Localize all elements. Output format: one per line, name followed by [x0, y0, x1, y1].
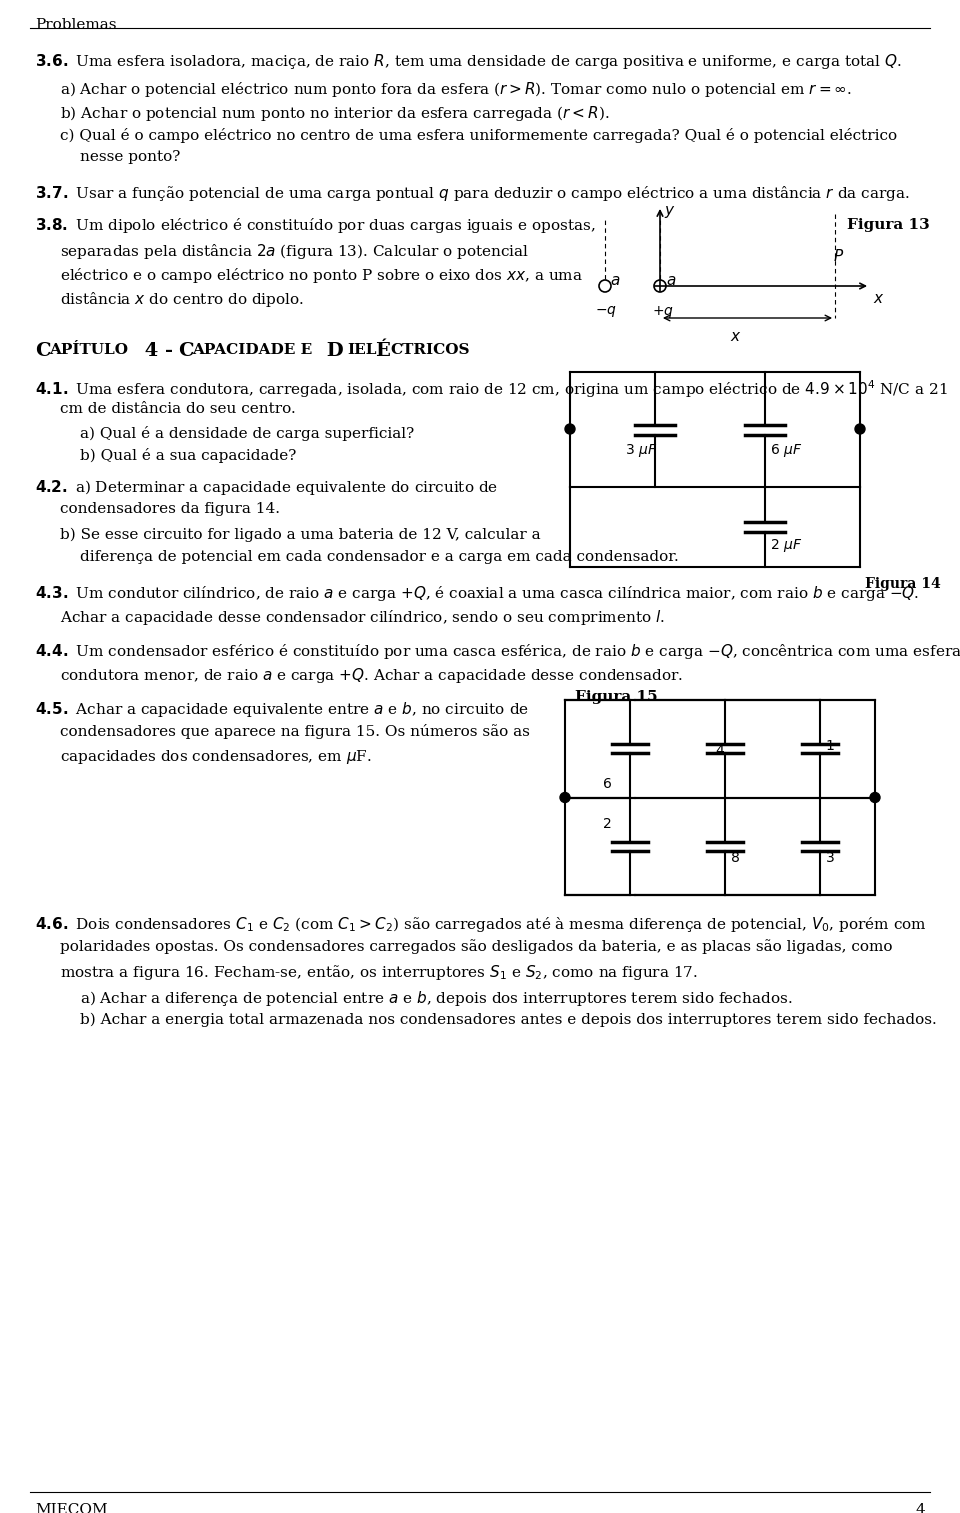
Text: b) Qual é a sua capacidade?: b) Qual é a sua capacidade? — [80, 448, 297, 463]
Text: $6$: $6$ — [602, 778, 612, 791]
Text: $x$: $x$ — [730, 330, 741, 343]
Text: $6\ \mu F$: $6\ \mu F$ — [770, 442, 803, 458]
Text: $\mathbf{4.2.}$ a) Determinar a capacidade equivalente do circuito de: $\mathbf{4.2.}$ a) Determinar a capacida… — [35, 478, 498, 496]
Circle shape — [870, 793, 880, 802]
Text: distância $x$ do centro do dipolo.: distância $x$ do centro do dipolo. — [60, 290, 304, 309]
Circle shape — [855, 424, 865, 434]
Text: b) Se esse circuito for ligado a uma bateria de 12 V, calcular a: b) Se esse circuito for ligado a uma bat… — [60, 528, 540, 542]
Text: Figura 14: Figura 14 — [865, 576, 941, 592]
Text: C: C — [178, 342, 194, 360]
Text: $3$: $3$ — [825, 852, 834, 865]
Text: APACIDADE E: APACIDADE E — [192, 343, 312, 357]
Text: mostra a figura 16. Fecham-se, então, os interruptores $S_1$ e $S_2$, como na fi: mostra a figura 16. Fecham-se, então, os… — [60, 962, 698, 982]
Circle shape — [560, 793, 570, 802]
Text: $y$: $y$ — [664, 204, 676, 219]
Text: $a$: $a$ — [610, 274, 620, 287]
Text: condensadores da figura 14.: condensadores da figura 14. — [60, 502, 280, 516]
Text: 4: 4 — [915, 1502, 925, 1513]
Text: $4$: $4$ — [715, 744, 725, 758]
Text: $\mathbf{4.5.}$ Achar a capacidade equivalente entre $a$ e $b$, no circuito de: $\mathbf{4.5.}$ Achar a capacidade equiv… — [35, 701, 529, 719]
Text: D: D — [320, 342, 344, 360]
Text: É: É — [375, 342, 390, 360]
Text: $x$: $x$ — [873, 292, 884, 306]
Text: $\mathbf{3.8.}$ Um dipolo eléctrico é constituído por duas cargas iguais e opost: $\mathbf{3.8.}$ Um dipolo eléctrico é co… — [35, 216, 595, 235]
Text: condutora menor, de raio $a$ e carga $+Q$. Achar a capacidade desse condensador.: condutora menor, de raio $a$ e carga $+Q… — [60, 666, 684, 685]
Text: eléctrico e o campo eléctrico no ponto P sobre o eixo dos $xx$, a uma: eléctrico e o campo eléctrico no ponto P… — [60, 266, 583, 284]
Text: b) Achar o potencial num ponto no interior da esfera carregada ($r < R$).: b) Achar o potencial num ponto no interi… — [60, 104, 610, 123]
Text: MIECOM: MIECOM — [35, 1502, 108, 1513]
Text: Achar a capacidade desse condensador cilíndrico, sendo o seu comprimento $l$.: Achar a capacidade desse condensador cil… — [60, 608, 665, 626]
Text: CTRICOS: CTRICOS — [390, 343, 469, 357]
Text: $\mathbf{4.3.}$ Um condutor cilíndrico, de raio $a$ e carga $+Q$, é coaxial a um: $\mathbf{4.3.}$ Um condutor cilíndrico, … — [35, 584, 920, 604]
Text: $-q$: $-q$ — [595, 304, 617, 319]
Text: a) Achar o potencial eléctrico num ponto fora da esfera ($r > R$). Tomar como nu: a) Achar o potencial eléctrico num ponto… — [60, 80, 852, 98]
Text: $\mathbf{3.7.}$ Usar a função potencial de uma carga pontual $q$ para deduzir o : $\mathbf{3.7.}$ Usar a função potencial … — [35, 185, 910, 203]
Text: $P$: $P$ — [833, 248, 844, 263]
Text: $8$: $8$ — [730, 852, 740, 865]
Text: $1$: $1$ — [825, 738, 834, 753]
Text: IEL: IEL — [347, 343, 376, 357]
Text: a) Qual é a densidade de carga superficial?: a) Qual é a densidade de carga superfici… — [80, 427, 415, 440]
Text: $2\ \mu F$: $2\ \mu F$ — [770, 537, 803, 554]
Circle shape — [565, 424, 575, 434]
Text: Figura 15: Figura 15 — [575, 690, 658, 704]
Text: C: C — [35, 342, 51, 360]
Text: $\mathbf{3.6.}$ Uma esfera isoladora, maciça, de raio $R$, tem uma densidade de : $\mathbf{3.6.}$ Uma esfera isoladora, ma… — [35, 51, 901, 71]
Text: c) Qual é o campo eléctrico no centro de uma esfera uniformemente carregada? Qua: c) Qual é o campo eléctrico no centro de… — [60, 129, 898, 144]
Text: cm de distância do seu centro.: cm de distância do seu centro. — [60, 402, 296, 416]
Text: Problemas: Problemas — [35, 18, 116, 32]
Text: $\mathbf{4.6.}$ Dois condensadores $C_1$ e $C_2$ (com $C_1 > C_2$) são carregado: $\mathbf{4.6.}$ Dois condensadores $C_1$… — [35, 915, 926, 934]
Text: 4 -: 4 - — [138, 342, 180, 360]
Text: APÍTULO: APÍTULO — [49, 343, 128, 357]
Text: diferença de potencial em cada condensador e a carga em cada condensador.: diferença de potencial em cada condensad… — [80, 551, 679, 564]
Text: $+q$: $+q$ — [652, 304, 674, 321]
Text: $3\ \mu F$: $3\ \mu F$ — [625, 442, 658, 458]
Text: polaridades opostas. Os condensadores carregados são desligados da bateria, e as: polaridades opostas. Os condensadores ca… — [60, 940, 893, 953]
Text: $\mathbf{4.1.}$ Uma esfera condutora, carregada, isolada, com raio de 12 cm, ori: $\mathbf{4.1.}$ Uma esfera condutora, ca… — [35, 378, 948, 399]
Text: a) Achar a diferença de potencial entre $a$ e $b$, depois dos interruptores tere: a) Achar a diferença de potencial entre … — [80, 990, 792, 1008]
Text: separadas pela distância $2a$ (figura 13). Calcular o potencial: separadas pela distância $2a$ (figura 13… — [60, 242, 529, 262]
Text: capacidades dos condensadores, em $\mu$F.: capacidades dos condensadores, em $\mu$F… — [60, 747, 372, 766]
Text: $a$: $a$ — [666, 274, 677, 287]
Text: b) Achar a energia total armazenada nos condensadores antes e depois dos interru: b) Achar a energia total armazenada nos … — [80, 1014, 937, 1027]
Text: condensadores que aparece na figura 15. Os números são as: condensadores que aparece na figura 15. … — [60, 725, 530, 738]
Text: nesse ponto?: nesse ponto? — [80, 150, 180, 163]
Text: $2$: $2$ — [602, 817, 612, 832]
Text: $\mathbf{4.4.}$ Um condensador esférico é constituído por uma casca esférica, de: $\mathbf{4.4.}$ Um condensador esférico … — [35, 642, 960, 661]
Text: Figura 13: Figura 13 — [848, 218, 930, 231]
